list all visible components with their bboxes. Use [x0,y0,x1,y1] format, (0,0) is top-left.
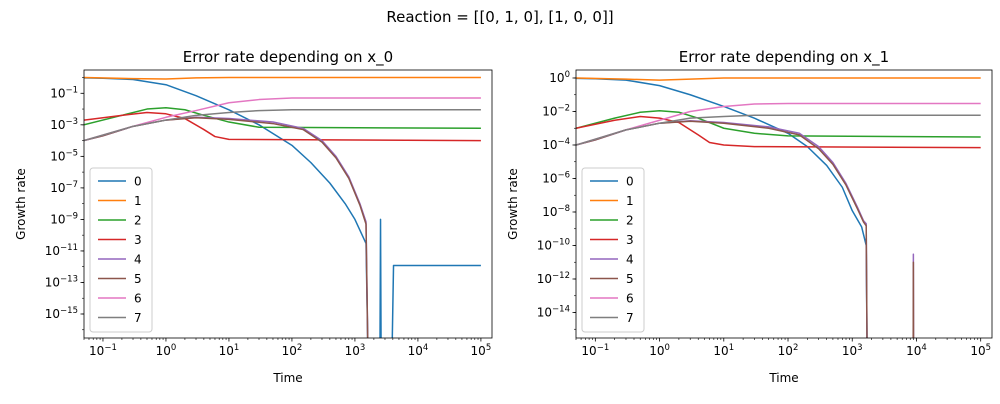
x-tick-label: 103 [345,343,366,358]
legend-label: 1 [134,194,142,208]
x-tick-label: 100 [156,343,177,358]
legend-label: 6 [134,292,142,306]
axes-frame [575,69,993,339]
x-tick-label: 104 [408,343,429,358]
legend-label: 2 [626,214,634,228]
legend-label: 5 [626,272,634,286]
y-tick-label: 10−11 [45,243,78,258]
y-tick-label: 10−15 [45,306,78,321]
x-tick-label: 104 [906,343,927,358]
legend-label: 5 [134,272,142,286]
legend: 0 1 2 3 4 5 6 7 [581,167,645,333]
y-tick-label: 10−13 [45,274,78,289]
x-tick-label: 101 [219,343,240,358]
legend-label: 7 [626,311,634,325]
series-line-7 [576,114,981,146]
series-line-7 [84,109,481,142]
series-line-6 [576,102,981,146]
legend-label: 3 [134,233,142,247]
axes-frame [83,69,493,339]
legend-label: 6 [626,292,634,306]
legend-label: 3 [626,233,634,247]
legend: 0 1 2 3 4 5 6 7 [89,167,153,333]
x-tick-label: 100 [649,343,670,358]
legend-label: 0 [134,175,142,189]
figure-suptitle: Reaction = [[0, 1, 0], [1, 0, 0]] [386,8,613,26]
legend-label: 0 [626,175,634,189]
x-tick-label: 102 [282,343,303,358]
y-tick-label: 10−5 [50,148,78,163]
legend-label: 2 [134,214,142,228]
y-tick-label: 10−8 [542,204,570,219]
legend-label: 4 [626,253,634,267]
series-line-2 [84,107,481,130]
legend-label: 7 [134,311,142,325]
y-tick-label: 10−4 [542,137,570,152]
y-tick-label: 100 [549,70,570,85]
series-line-3 [576,115,981,149]
series-line-3 [84,111,481,142]
legend-label: 1 [626,194,634,208]
x-tick-label: 102 [778,343,799,358]
y-axis-label: Growth rate [14,168,28,240]
chart-title: Error rate depending on x_0 [183,48,393,67]
series-line-1 [576,77,981,81]
chart-panel-0: Error rate depending on x_0 Time Growth ra… [14,48,493,385]
legend-box [89,167,153,333]
y-tick-label: 10−3 [50,117,78,132]
series-line-1 [84,76,481,80]
y-tick-label: 10−10 [537,237,570,252]
x-tick-label: 101 [713,343,734,358]
series-lines [84,76,481,338]
x-tick-label: 105 [970,343,991,358]
series-lines [576,77,981,338]
y-tick-label: 10−2 [542,103,570,118]
x-axis-label: Time [768,371,798,385]
x-tick-label: 10−1 [581,343,609,358]
y-tick-label: 10−7 [50,180,78,195]
y-axis-label: Growth rate [506,168,520,240]
series-line-2 [576,110,981,138]
y-tick-label: 10−12 [537,271,570,286]
y-tick-label: 10−6 [542,170,570,185]
chart-panel-1: Error rate depending on x_1 Time Growth ra… [506,48,993,385]
x-tick-label: 105 [471,343,492,358]
y-tick-label: 10−1 [50,85,78,100]
series-line-0 [576,77,868,338]
x-axis-label: Time [272,371,302,385]
x-tick-label: 103 [842,343,863,358]
legend-box [581,167,645,333]
series-line-0 [84,77,481,338]
legend-label: 4 [134,253,142,267]
chart-title: Error rate depending on x_1 [679,48,889,67]
x-tick-label: 10−1 [89,343,117,358]
y-tick-label: 10−9 [50,211,78,226]
series-line-6 [84,97,481,142]
y-tick-label: 10−14 [537,304,570,319]
